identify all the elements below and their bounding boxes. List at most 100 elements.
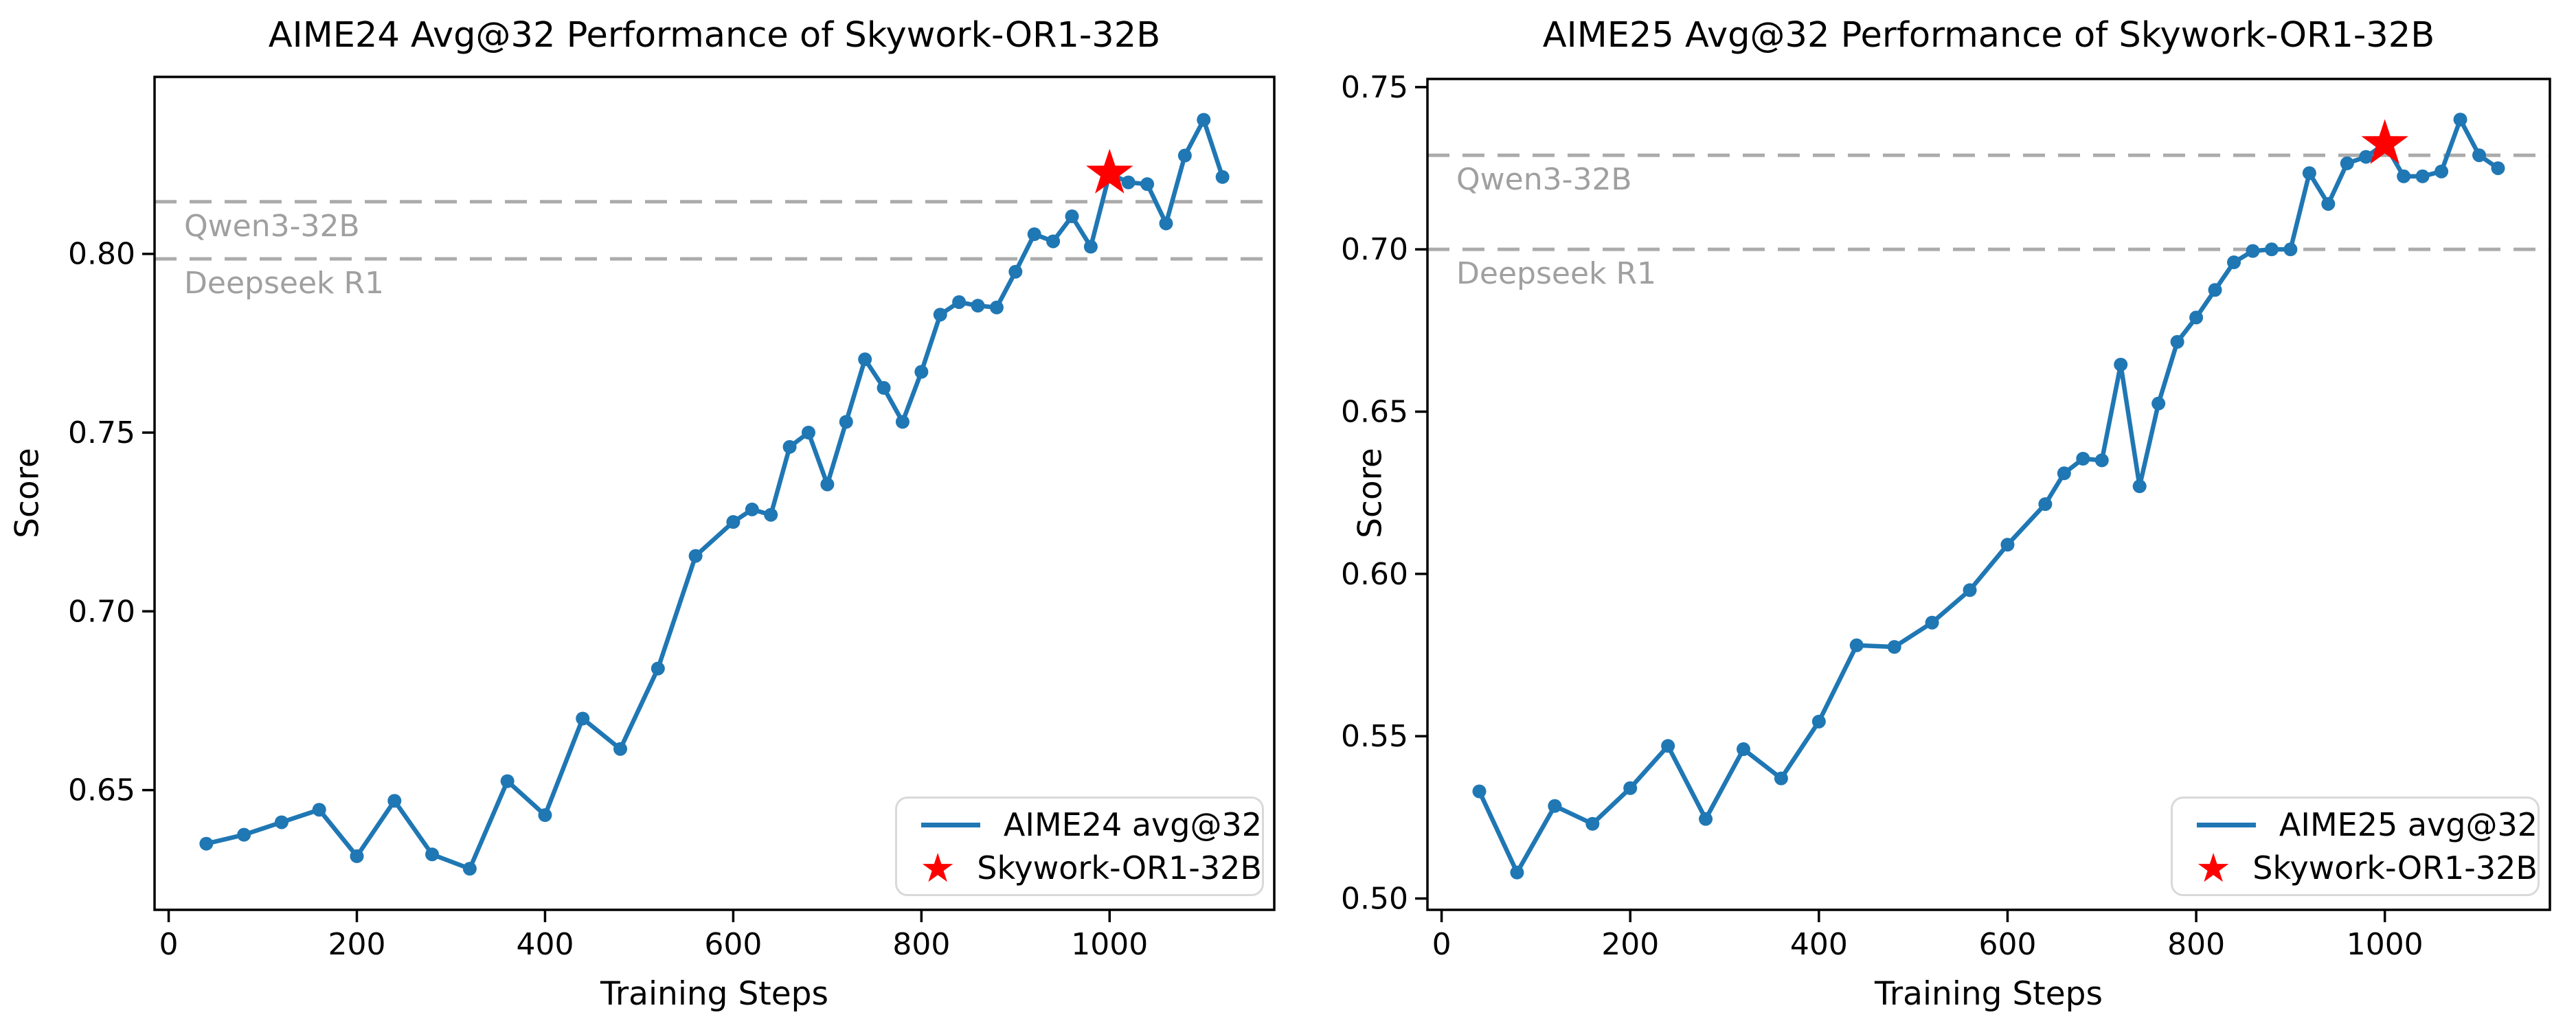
data-point xyxy=(387,794,402,808)
y-tick-label: 0.75 xyxy=(68,415,135,450)
data-point xyxy=(764,507,778,522)
data-point xyxy=(1510,865,1524,880)
star-icon: ★ xyxy=(920,844,956,891)
data-point xyxy=(576,711,590,726)
data-point xyxy=(2038,497,2053,512)
legend-star-swatch-wrap: ★ xyxy=(916,848,959,888)
data-point xyxy=(1774,771,1788,786)
legend-star-label: Skywork-OR1-32B xyxy=(977,849,1262,886)
data-point xyxy=(2170,334,2184,349)
series-line xyxy=(1477,117,2500,875)
y-tick-label: 0.70 xyxy=(1341,232,1408,267)
data-point xyxy=(2397,169,2411,183)
legend-row-series: AIME24 avg@32 xyxy=(916,804,1262,845)
legend-row-star: ★ Skywork-OR1-32B xyxy=(916,847,1262,889)
data-point xyxy=(2359,150,2373,164)
baseline-label-deepseek-aime25: Deepseek R1 xyxy=(1456,256,1657,291)
y-tick-label: 0.80 xyxy=(68,237,135,272)
y-tick-label: 0.55 xyxy=(1341,719,1408,754)
data-point xyxy=(2208,283,2222,297)
data-point xyxy=(1008,264,1023,279)
legend-series-label: AIME24 avg@32 xyxy=(1003,806,1262,844)
chart-title-aime25: AIME25 Avg@32 Performance of Skywork-OR1… xyxy=(1542,15,2435,56)
legend-series-label: AIME25 avg@32 xyxy=(2279,806,2538,844)
data-point xyxy=(1736,742,1750,757)
x-tick-label: 200 xyxy=(1601,927,1659,962)
data-point xyxy=(933,308,947,322)
data-point xyxy=(2246,244,2260,258)
data-point xyxy=(199,836,214,851)
data-point xyxy=(1699,812,1713,826)
y-tick-label: 0.50 xyxy=(1341,881,1408,916)
data-point xyxy=(858,352,872,367)
legend-aime25: AIME25 avg@32 ★ Skywork-OR1-32B xyxy=(2171,797,2540,896)
data-point xyxy=(2302,166,2316,181)
data-point xyxy=(726,515,741,529)
legend-row-star: ★ Skywork-OR1-32B xyxy=(2192,847,2538,889)
data-point xyxy=(2340,156,2354,170)
data-point xyxy=(877,380,891,395)
baseline-label-qwen3-aime25: Qwen3-32B xyxy=(1456,162,1632,197)
data-point xyxy=(462,862,477,876)
data-point xyxy=(1215,170,1230,184)
data-point xyxy=(820,477,835,492)
y-tick-label: 0.70 xyxy=(68,594,135,629)
data-point xyxy=(2114,357,2128,371)
star-marker xyxy=(2361,119,2408,164)
data-point xyxy=(2057,466,2071,481)
data-point xyxy=(2415,169,2430,183)
data-point xyxy=(895,415,909,429)
data-point xyxy=(1585,816,1600,831)
data-point xyxy=(651,661,665,676)
x-axis-label-aime25: Training Steps xyxy=(1875,975,2103,1013)
data-point xyxy=(989,300,1004,314)
x-tick-label: 600 xyxy=(704,927,762,962)
plot-border xyxy=(153,76,1276,911)
data-point xyxy=(801,425,815,439)
line-swatch-icon xyxy=(921,822,981,827)
data-point xyxy=(971,299,985,313)
data-point xyxy=(1083,240,1098,254)
plot-border xyxy=(1426,78,2551,911)
x-tick-label: 800 xyxy=(2167,927,2225,962)
data-point xyxy=(1027,227,1041,242)
data-point xyxy=(2491,161,2505,175)
data-point xyxy=(312,803,326,817)
data-point xyxy=(1623,781,1638,795)
chart-title-aime24: AIME24 Avg@32 Performance of Skywork-OR1… xyxy=(268,15,1161,56)
data-point xyxy=(782,439,797,454)
y-tick-label: 0.65 xyxy=(68,773,135,808)
baseline-label-deepseek-aime24: Deepseek R1 xyxy=(184,266,385,301)
data-point xyxy=(613,742,628,756)
x-tick-label: 1000 xyxy=(1071,927,1148,962)
data-point xyxy=(839,415,853,429)
data-point xyxy=(350,849,364,863)
data-point xyxy=(2321,196,2336,211)
data-point xyxy=(1811,714,1826,729)
data-point xyxy=(2227,255,2241,270)
legend-row-series: AIME25 avg@32 xyxy=(2192,804,2538,845)
data-point xyxy=(1548,799,1562,813)
data-point xyxy=(1472,784,1487,799)
x-tick-label: 200 xyxy=(328,927,386,962)
data-point xyxy=(500,774,515,788)
x-axis-label-aime24: Training Steps xyxy=(600,975,828,1013)
x-tick-label: 800 xyxy=(892,927,950,962)
legend-aime24: AIME24 avg@32 ★ Skywork-OR1-32B xyxy=(895,797,1264,896)
x-tick-label: 400 xyxy=(516,927,574,962)
data-point xyxy=(914,365,929,379)
data-point xyxy=(2264,242,2279,257)
y-axis-label-text: Score xyxy=(1351,448,1390,538)
x-tick-label: 0 xyxy=(1432,927,1451,962)
data-point xyxy=(2434,164,2449,179)
data-point xyxy=(274,815,289,829)
line-swatch-icon xyxy=(2197,822,2257,827)
x-tick-label: 600 xyxy=(1978,927,2036,962)
data-point xyxy=(1046,234,1061,249)
y-tick-label: 0.75 xyxy=(1341,70,1408,105)
data-point xyxy=(1140,177,1155,192)
x-tick-label: 400 xyxy=(1790,927,1848,962)
data-point xyxy=(2132,479,2147,494)
